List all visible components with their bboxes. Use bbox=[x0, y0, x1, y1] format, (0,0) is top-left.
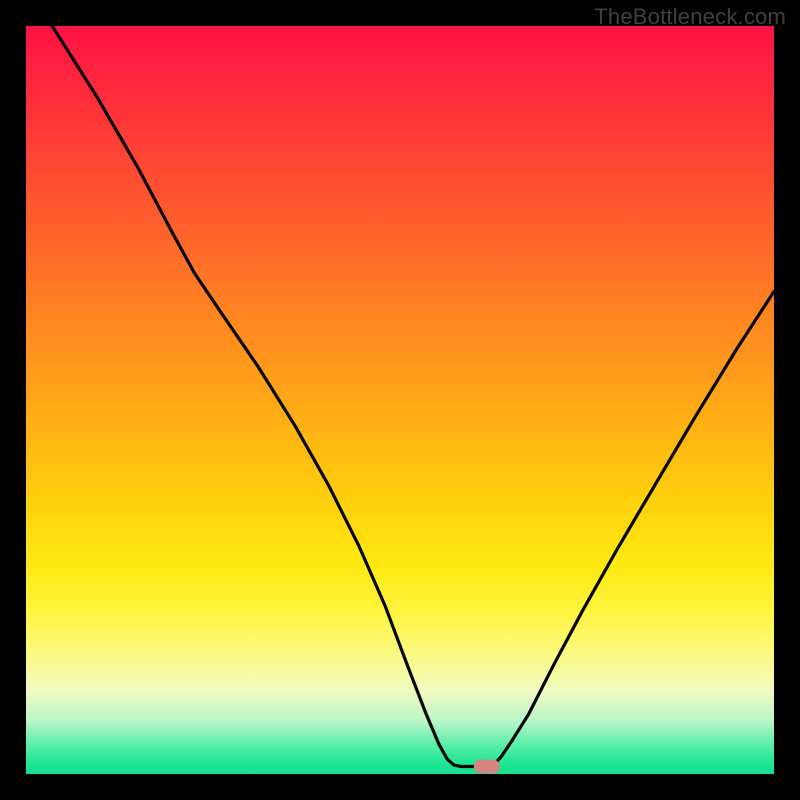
watermark-text: TheBottleneck.com bbox=[594, 4, 786, 30]
chart-svg bbox=[0, 0, 800, 800]
chart-stage: TheBottleneck.com bbox=[0, 0, 800, 800]
gradient-background bbox=[26, 26, 774, 774]
minimum-marker bbox=[474, 760, 500, 774]
